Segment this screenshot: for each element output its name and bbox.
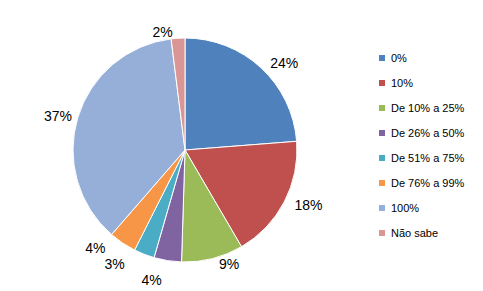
svg-text:3%: 3% [104,256,124,272]
svg-text:De 76% a 99%: De 76% a 99% [391,177,465,189]
svg-text:10%: 10% [391,77,413,89]
svg-text:18%: 18% [295,197,323,213]
svg-text:0%: 0% [391,52,407,64]
svg-text:2%: 2% [152,24,172,40]
svg-text:37%: 37% [44,108,72,124]
svg-text:100%: 100% [391,202,419,214]
svg-text:9%: 9% [219,256,239,272]
svg-text:4%: 4% [85,240,105,256]
svg-text:4%: 4% [141,272,161,288]
svg-text:De 51% a 75%: De 51% a 75% [391,152,465,164]
svg-text:24%: 24% [270,55,298,71]
svg-text:Não sabe: Não sabe [391,227,438,239]
svg-text:De 10% a 25%: De 10% a 25% [391,102,465,114]
svg-text:De 26% a 50%: De 26% a 50% [391,127,465,139]
